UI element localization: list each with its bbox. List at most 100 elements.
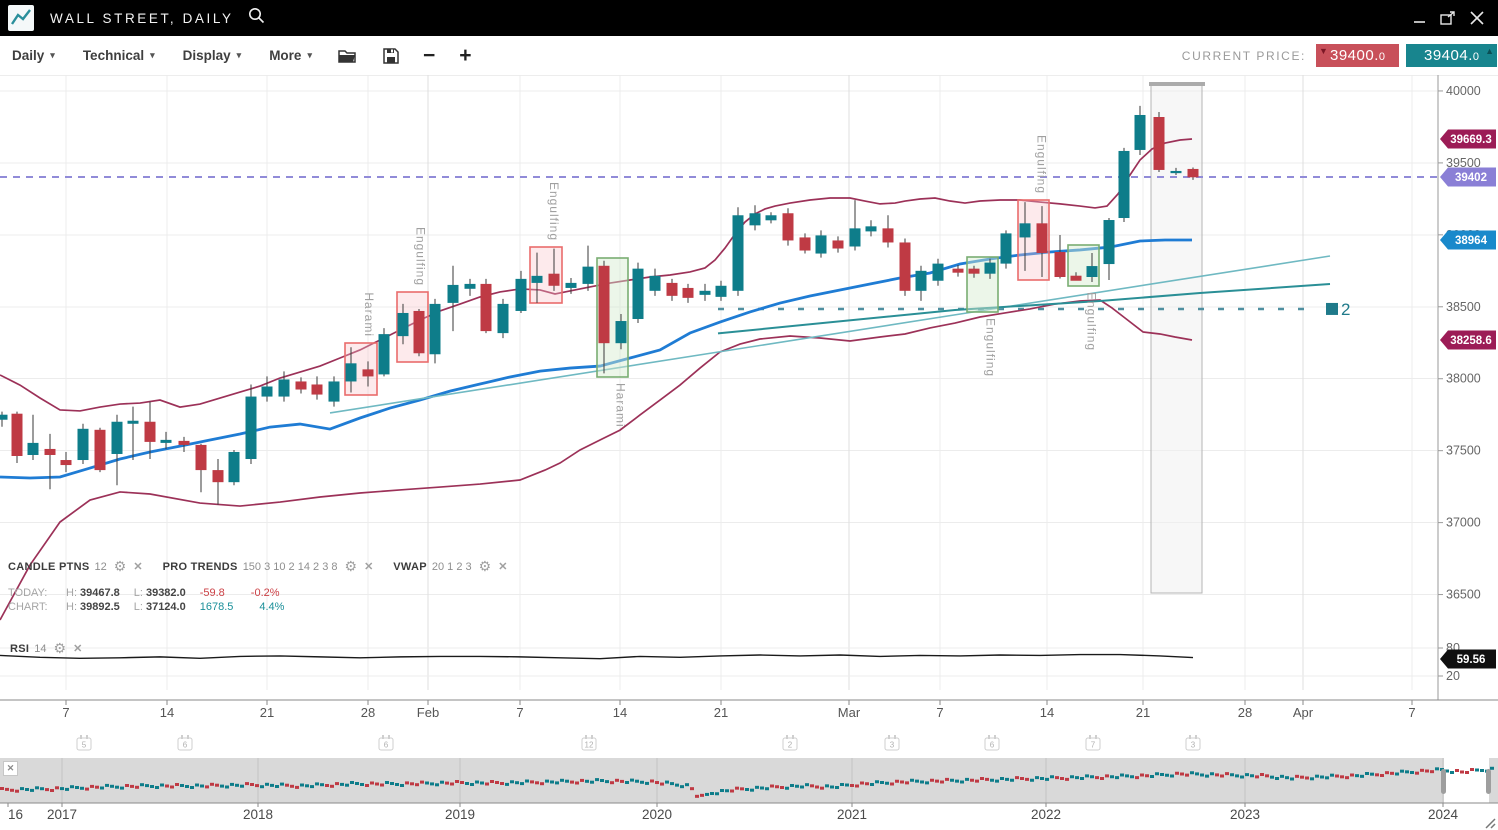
timeframe-menu[interactable]: Daily ▾ <box>12 48 55 63</box>
candle-body <box>666 282 678 296</box>
minimap-year-label: 2020 <box>642 807 672 822</box>
minimap-selected-range[interactable] <box>1444 758 1489 803</box>
minimap-candle <box>450 782 454 786</box>
candle-body <box>952 268 964 273</box>
minimap-candle <box>805 783 809 787</box>
arrow-down-icon: ▼ <box>1319 46 1328 56</box>
display-menu[interactable]: Display ▾ <box>182 48 242 63</box>
resize-grip[interactable] <box>1490 823 1496 829</box>
indicator-legend: CANDLE PTNS 12 ⚙ ✕ PRO TRENDS 150 3 10 2 … <box>8 558 508 574</box>
close-icon[interactable]: ✕ <box>364 561 374 573</box>
minimap-close-button[interactable]: ✕ <box>3 761 18 776</box>
minimap-candle <box>655 781 659 785</box>
minimap-candle <box>430 782 434 786</box>
close-icon[interactable]: ✕ <box>133 561 143 573</box>
zoom-in-button[interactable]: + <box>459 44 472 67</box>
candle-body <box>11 413 23 456</box>
minimap-candle <box>1080 777 1084 780</box>
minimap-candle <box>885 781 889 785</box>
minimap-candle <box>995 779 999 783</box>
price-badge <box>1440 230 1496 250</box>
minimap-candle <box>630 778 634 782</box>
minimap-candle <box>425 781 429 785</box>
minimap-candle <box>95 785 99 789</box>
candle-body <box>44 448 56 455</box>
pattern-label: Engulfing <box>1035 135 1049 194</box>
popout-icon[interactable] <box>1440 11 1456 25</box>
range-handle-left[interactable] <box>1441 769 1446 794</box>
calendar-event-icon[interactable] <box>1185 737 1201 751</box>
minimap-candle <box>1075 776 1079 780</box>
time-tick-label: 28 <box>1238 705 1252 720</box>
candle-body <box>531 275 543 283</box>
minimap-candle <box>85 787 89 791</box>
minimap-candle <box>1480 769 1484 772</box>
minimap-candle <box>1305 776 1309 780</box>
candle-body <box>799 237 811 251</box>
calendar-event-icon[interactable] <box>984 737 1000 751</box>
minimap-candle <box>810 784 814 788</box>
calendar-event-icon[interactable] <box>581 737 597 751</box>
minimap-candle <box>1210 772 1214 776</box>
gear-icon[interactable]: ⚙ <box>113 558 127 574</box>
minimap-candle <box>645 781 649 785</box>
save-icon[interactable] <box>383 47 399 64</box>
gear-icon[interactable]: ⚙ <box>53 640 67 656</box>
search-icon[interactable] <box>248 7 265 29</box>
minimap-candle <box>770 784 774 788</box>
range-handle-right[interactable] <box>1486 769 1491 794</box>
minimap-candle <box>535 781 539 785</box>
calendar-event-icon[interactable] <box>1085 737 1101 751</box>
minimap-candle <box>25 788 29 791</box>
minimap-candle <box>1115 776 1119 780</box>
open-folder-icon[interactable] <box>338 48 357 63</box>
minimap[interactable] <box>0 758 1498 803</box>
close-icon[interactable]: ✕ <box>498 561 508 573</box>
candle-body <box>565 282 577 288</box>
calendar-event-icon-ring <box>86 735 88 739</box>
gear-icon[interactable]: ⚙ <box>344 558 358 574</box>
resize-grip[interactable] <box>1485 818 1496 829</box>
trendline-anchor-marker[interactable] <box>1326 302 1338 315</box>
candle-body <box>77 428 89 461</box>
price-badge-value: 38258.6 <box>1450 335 1492 347</box>
candle-body <box>1036 223 1048 253</box>
minimap-candle <box>160 783 164 787</box>
minimap-candle <box>125 784 129 787</box>
calendar-event-icon[interactable] <box>782 737 798 751</box>
minimize-icon[interactable] <box>1413 12 1426 25</box>
close-icon[interactable]: ✕ <box>73 643 83 655</box>
minimap-candle <box>1415 771 1419 775</box>
calendar-event-icon-ring <box>988 735 990 739</box>
technical-menu[interactable]: Technical ▾ <box>82 48 155 63</box>
candle-body <box>832 240 844 249</box>
time-tick-label: 7 <box>1408 705 1415 720</box>
calendar-event-icon[interactable] <box>76 737 92 751</box>
minimap-candle <box>570 780 574 784</box>
minimap-candle <box>185 785 189 788</box>
minimap-candle <box>90 784 94 788</box>
candle-body <box>1054 251 1066 277</box>
minimap-candle <box>360 783 364 786</box>
minimap-candle <box>445 781 449 785</box>
zoom-out-button[interactable]: − <box>422 44 436 67</box>
price-badge-value: 38964 <box>1455 235 1488 247</box>
minimap-candle <box>190 786 194 789</box>
calendar-event-count: 3 <box>1191 741 1196 750</box>
calendar-event-icon[interactable] <box>177 737 193 751</box>
selection-rectangle-top-handle[interactable] <box>1149 82 1205 86</box>
minimap-candle <box>475 780 479 784</box>
minimap-candle <box>835 786 839 789</box>
minimap-candle <box>530 780 534 784</box>
calendar-event-icon[interactable] <box>884 737 900 751</box>
calendar-event-icon[interactable] <box>378 737 394 751</box>
minimap-candle <box>385 781 389 784</box>
gear-icon[interactable]: ⚙ <box>478 558 492 574</box>
minimap-candle <box>490 780 494 783</box>
minimap-candle <box>1340 775 1344 779</box>
minimap-candle <box>315 782 319 786</box>
close-icon[interactable] <box>1470 11 1484 25</box>
minimap-candle <box>865 782 869 786</box>
more-menu[interactable]: More ▾ <box>269 48 312 63</box>
